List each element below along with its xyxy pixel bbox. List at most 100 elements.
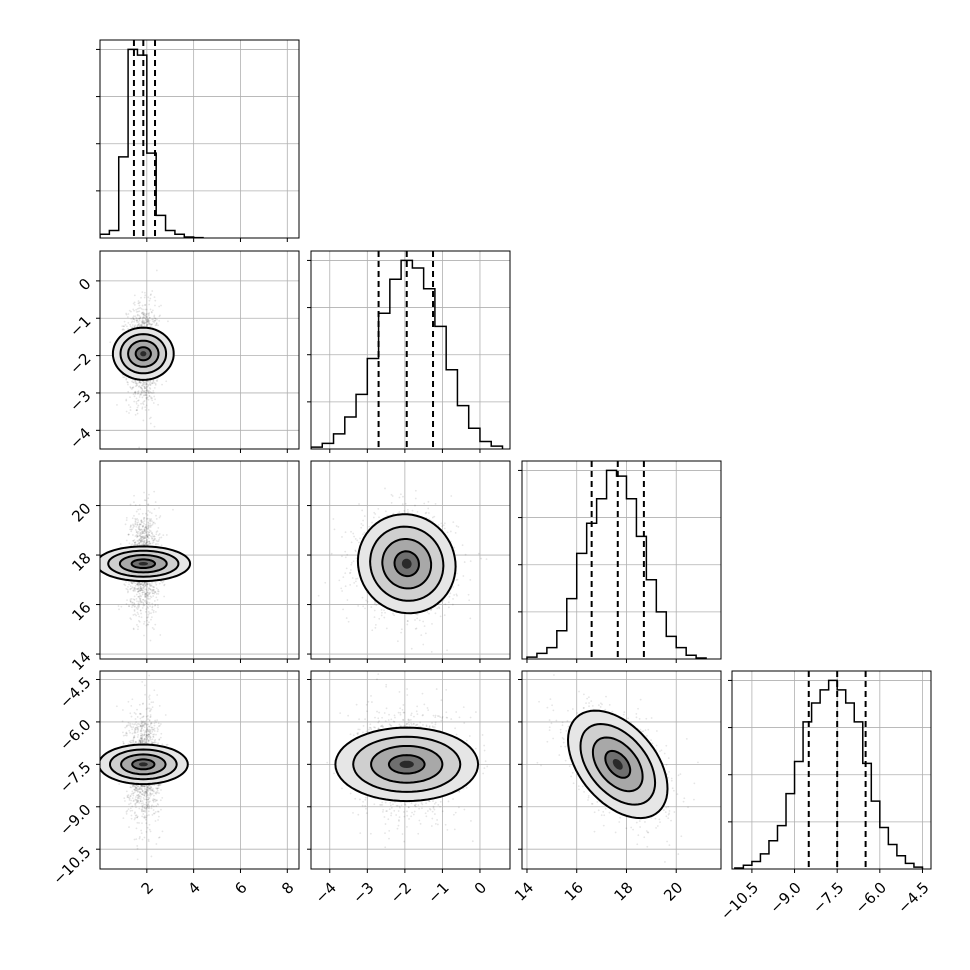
scatter-point bbox=[135, 800, 138, 803]
scatter-point bbox=[147, 593, 150, 596]
scatter-point bbox=[137, 527, 140, 530]
scatter-point bbox=[148, 540, 151, 543]
scatter-point bbox=[146, 535, 149, 538]
scatter-point bbox=[151, 382, 154, 385]
scatter-point bbox=[139, 739, 141, 742]
scatter-point bbox=[159, 784, 162, 786]
scatter-point bbox=[145, 582, 148, 585]
scatter-point bbox=[143, 323, 146, 325]
scatter-point bbox=[150, 323, 153, 326]
scatter-point bbox=[406, 623, 409, 626]
scatter-point bbox=[144, 595, 147, 597]
scatter-point bbox=[145, 517, 148, 520]
scatter-point bbox=[148, 621, 150, 624]
scatter-point bbox=[148, 787, 151, 790]
scatter-point bbox=[143, 722, 146, 725]
scatter-point bbox=[140, 600, 143, 603]
scatter-point bbox=[134, 391, 136, 393]
scatter-point bbox=[144, 810, 147, 813]
scatter-point bbox=[129, 525, 132, 528]
scatter-point bbox=[143, 620, 146, 623]
scatter-point bbox=[145, 398, 148, 401]
scatter-point bbox=[147, 803, 150, 805]
scatter-point bbox=[136, 623, 138, 626]
scatter-point bbox=[126, 316, 129, 318]
scatter-point bbox=[330, 552, 333, 555]
scatter-point bbox=[143, 520, 146, 522]
scatter-point bbox=[142, 521, 144, 523]
scatter-point bbox=[138, 325, 141, 328]
scatter-point bbox=[158, 815, 160, 818]
scatter-point bbox=[145, 319, 147, 322]
scatter-point bbox=[133, 542, 136, 544]
scatter-point bbox=[140, 740, 143, 743]
scatter-point bbox=[142, 389, 144, 392]
scatter-point bbox=[153, 381, 156, 384]
scatter-point bbox=[130, 581, 133, 584]
scatter-point bbox=[140, 531, 143, 534]
scatter-point bbox=[136, 581, 139, 584]
scatter-point bbox=[143, 322, 146, 325]
scatter-point bbox=[140, 390, 143, 393]
scatter-point bbox=[147, 390, 150, 393]
scatter-point bbox=[141, 716, 144, 719]
scatter-point bbox=[137, 404, 140, 407]
scatter-point bbox=[129, 585, 132, 588]
scatter-point bbox=[143, 581, 146, 584]
scatter-point bbox=[146, 541, 149, 544]
scatter-point bbox=[146, 323, 149, 326]
scatter-point bbox=[138, 385, 141, 387]
scatter-point bbox=[153, 798, 156, 801]
scatter-point bbox=[131, 326, 134, 329]
scatter-point bbox=[144, 601, 147, 604]
scatter-point bbox=[149, 588, 152, 591]
scatter-point bbox=[480, 557, 483, 560]
scatter-point bbox=[139, 393, 142, 395]
scatter-point bbox=[148, 787, 151, 790]
scatter-point bbox=[125, 725, 128, 728]
scatter-point bbox=[384, 611, 386, 614]
scatter-point bbox=[130, 455, 132, 457]
contour-line bbox=[107, 549, 180, 578]
scatter-point bbox=[135, 409, 138, 412]
scatter-point bbox=[163, 583, 166, 586]
scatter-point bbox=[139, 381, 141, 384]
scatter-point bbox=[143, 537, 146, 539]
scatter-point bbox=[414, 504, 416, 507]
scatter-point bbox=[140, 520, 143, 523]
scatter-point bbox=[160, 732, 163, 735]
scatter-point bbox=[145, 592, 148, 595]
scatter-point bbox=[127, 404, 130, 406]
scatter-point bbox=[142, 537, 145, 539]
scatter-point bbox=[135, 308, 138, 311]
scatter-point bbox=[141, 593, 144, 596]
scatter-point bbox=[157, 543, 159, 545]
scatter-point bbox=[153, 321, 155, 324]
panel-frame bbox=[310, 250, 511, 450]
scatter-point bbox=[135, 806, 137, 809]
scatter-point bbox=[153, 508, 156, 511]
scatter-point bbox=[128, 542, 131, 545]
scatter-point bbox=[139, 317, 141, 320]
scatter-point bbox=[129, 598, 132, 601]
scatter-point bbox=[138, 322, 141, 325]
scatter-point bbox=[139, 587, 142, 589]
scatter-point bbox=[143, 491, 145, 494]
scatter-point bbox=[143, 541, 146, 544]
scatter-point bbox=[407, 511, 409, 514]
scatter-point bbox=[133, 588, 136, 590]
scatter-point bbox=[142, 322, 145, 325]
scatter-point bbox=[144, 529, 147, 532]
scatter-point bbox=[148, 493, 150, 496]
scatter-point bbox=[138, 503, 141, 506]
scatter-point bbox=[138, 534, 141, 537]
scatter-point bbox=[449, 592, 452, 595]
scatter-point bbox=[356, 539, 359, 542]
scatter-point bbox=[141, 725, 144, 728]
scatter-point bbox=[136, 535, 138, 538]
scatter-point bbox=[137, 323, 140, 326]
scatter-point bbox=[138, 542, 141, 545]
scatter-point bbox=[138, 381, 141, 384]
scatter-point bbox=[140, 386, 142, 389]
scatter-point bbox=[145, 541, 148, 544]
